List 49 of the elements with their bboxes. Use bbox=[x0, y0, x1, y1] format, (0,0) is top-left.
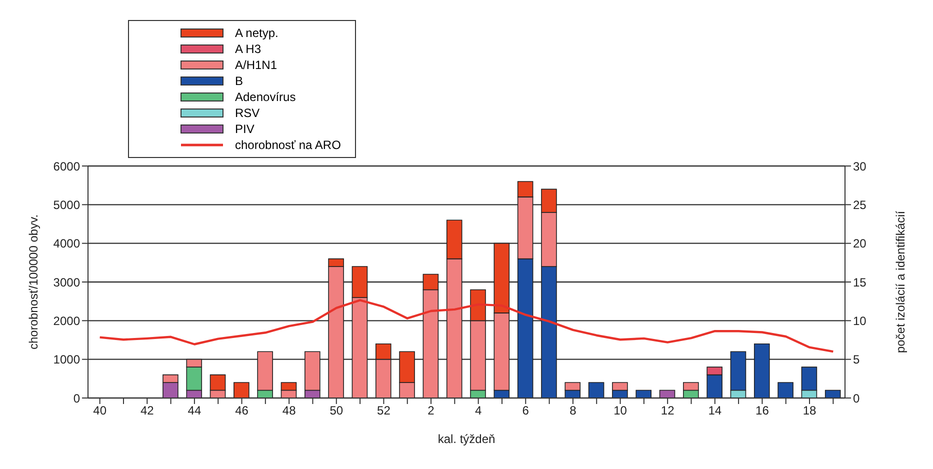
y2-tick-label: 30 bbox=[853, 159, 867, 174]
bar bbox=[754, 343, 770, 398]
legend-label: RSV bbox=[235, 105, 260, 121]
y-tick-label: 2000 bbox=[53, 314, 80, 328]
y-tick-label: 5000 bbox=[53, 198, 80, 212]
y2-tick-label: 10 bbox=[853, 314, 867, 328]
x-tick-label: 50 bbox=[330, 404, 344, 418]
y-tick-label: 6000 bbox=[53, 159, 80, 174]
x-axis-title: kal. týždeň bbox=[438, 432, 496, 446]
x-tick-label: 16 bbox=[756, 404, 770, 418]
x-tick-label: 12 bbox=[660, 404, 675, 418]
legend-label: chorobnosť na ARO bbox=[235, 137, 341, 153]
x-tick-label: 4 bbox=[474, 404, 482, 418]
y-tick-label: 0 bbox=[73, 391, 80, 406]
y2-tick-label: 0 bbox=[853, 391, 860, 406]
legend-label: PIV bbox=[235, 121, 254, 137]
legend-label: A netyp. bbox=[235, 25, 278, 41]
y-axis-title: chorobnosť/100000 obyv. bbox=[26, 214, 40, 350]
bar bbox=[588, 382, 604, 398]
x-tick-label: 10 bbox=[614, 404, 628, 418]
legend-label: A H3 bbox=[235, 41, 262, 57]
y2-tick-label: 25 bbox=[853, 198, 867, 212]
y-tick-label: 1000 bbox=[53, 352, 80, 367]
y-tick-label: 4000 bbox=[53, 236, 80, 251]
y2-axis-title: počet izolácií a identifikácií bbox=[893, 210, 908, 354]
y2-tick-label: 5 bbox=[853, 352, 860, 367]
bar bbox=[659, 390, 676, 398]
x-tick-label: 18 bbox=[802, 404, 817, 418]
y-tick-label: 3000 bbox=[53, 275, 80, 290]
x-tick-label: 44 bbox=[188, 404, 202, 418]
legend-label: Adenovírus bbox=[235, 89, 296, 105]
legend-label: A/H1N1 bbox=[235, 57, 278, 73]
x-tick-label: 48 bbox=[282, 404, 296, 418]
bar bbox=[824, 390, 841, 398]
x-tick-label: 8 bbox=[570, 404, 577, 418]
line-series bbox=[98, 299, 834, 353]
x-tick-label: 2 bbox=[428, 404, 435, 418]
bar bbox=[636, 390, 652, 398]
x-tick-label: 6 bbox=[522, 404, 530, 418]
legend-label: B bbox=[235, 73, 244, 89]
bar bbox=[234, 382, 250, 398]
bar bbox=[778, 382, 794, 398]
x-tick-label: 40 bbox=[93, 404, 107, 418]
x-tick-label: 14 bbox=[708, 404, 722, 418]
x-tick-label: 52 bbox=[377, 404, 391, 418]
y2-tick-label: 20 bbox=[853, 236, 867, 251]
x-tick-label: 46 bbox=[235, 404, 249, 418]
x-tick-label: 42 bbox=[140, 404, 154, 418]
y2-tick-label: 15 bbox=[853, 275, 867, 290]
